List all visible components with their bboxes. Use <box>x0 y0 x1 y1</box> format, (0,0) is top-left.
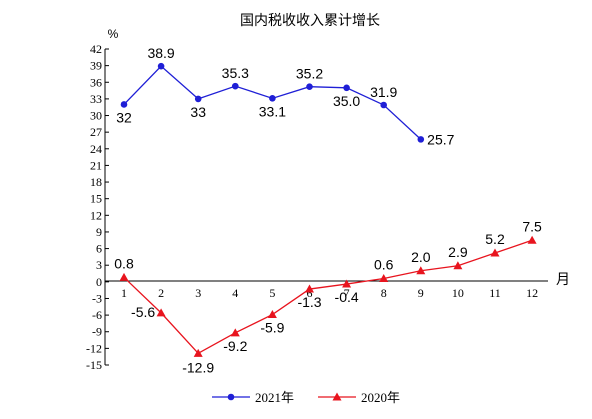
data-point-2021 <box>343 84 350 92</box>
y-tick-label: 6 <box>96 242 102 256</box>
data-point-2020 <box>453 261 463 270</box>
data-point-2021 <box>120 101 128 108</box>
legend-label-2021: 2021年 <box>255 390 294 405</box>
x-tick-label: 5 <box>269 286 275 300</box>
y-tick-label: -15 <box>86 358 102 372</box>
x-tick-label: 4 <box>232 286 238 300</box>
data-point-2020 <box>490 248 500 257</box>
chart-title: 国内税收收入累计增长 <box>240 13 380 29</box>
data-point-2020 <box>119 272 129 281</box>
y-tick-label: 24 <box>90 142 102 156</box>
y-tick-label: 39 <box>90 59 102 73</box>
x-tick-label: 11 <box>489 286 501 300</box>
data-point-2021 <box>380 101 388 109</box>
data-label-2020: 0.8 <box>114 255 134 271</box>
legend-label-2020: 2020年 <box>361 390 400 405</box>
data-point-2020 <box>342 279 352 288</box>
data-point-2020 <box>379 274 389 283</box>
y-tick-label: -6 <box>92 308 102 322</box>
data-label-2021: 25.7 <box>427 131 454 147</box>
data-label-2020: 2.9 <box>448 244 468 260</box>
y-tick-label: 0 <box>96 275 102 289</box>
x-axis-unit: 月 <box>556 272 570 288</box>
x-axis-ticks: 1 2 3 4 5 6 7 8 9 10 11 12 <box>121 286 538 300</box>
data-label-2020: -5.9 <box>260 320 284 336</box>
y-tick-label: -12 <box>86 341 102 355</box>
data-point-2020 <box>156 308 166 317</box>
data-point-2021 <box>232 82 239 90</box>
data-label-2020: 2.0 <box>411 249 431 265</box>
data-label-2020: 7.5 <box>522 218 542 234</box>
series-layer: 3238.93335.333.135.235.031.925.70.8-5.6-… <box>114 45 542 375</box>
y-tick-label: 9 <box>96 225 102 239</box>
legend-marker-2020 <box>332 392 342 401</box>
data-point-2021 <box>269 95 276 102</box>
data-label-2021: 33.1 <box>259 103 286 119</box>
data-point-2021 <box>157 62 165 70</box>
data-label-2021: 35.0 <box>333 93 360 109</box>
data-point-2020 <box>416 266 426 275</box>
data-point-2021 <box>306 83 313 90</box>
data-point-2020 <box>305 284 314 293</box>
data-label-2021: 32 <box>116 109 132 125</box>
data-label-2021: 35.2 <box>296 66 323 82</box>
data-point-2020 <box>193 348 203 357</box>
y-tick-label: 33 <box>90 92 102 106</box>
data-label-2020: -9.2 <box>223 338 247 354</box>
data-label-2020: 0.6 <box>374 257 394 273</box>
data-label-2021: 38.9 <box>147 45 174 61</box>
y-tick-label: 30 <box>90 109 102 123</box>
data-label-2020: -12.9 <box>182 359 214 375</box>
data-label-2020: -1.3 <box>297 294 321 310</box>
data-point-2021 <box>194 95 202 103</box>
data-point-2021 <box>417 136 425 143</box>
data-label-2020: 5.2 <box>485 231 505 247</box>
y-tick-label: -9 <box>92 325 102 339</box>
data-label-2021: 31.9 <box>370 84 397 100</box>
y-tick-label: 18 <box>90 175 102 189</box>
x-tick-label: 1 <box>121 286 127 300</box>
y-tick-label: 15 <box>90 192 102 206</box>
x-tick-label: 2 <box>158 286 164 300</box>
y-tick-label: 12 <box>90 208 102 222</box>
data-point-2020 <box>230 328 240 337</box>
x-tick-label: 6 <box>307 286 313 300</box>
x-tick-label: 9 <box>418 286 424 300</box>
data-label-2020: -0.4 <box>335 289 359 305</box>
data-label-2021: 33 <box>190 104 206 120</box>
data-point-2020 <box>527 235 537 244</box>
y-tick-label: 21 <box>90 158 102 172</box>
x-tick-label: 12 <box>526 286 538 300</box>
y-tick-label: 27 <box>90 125 102 139</box>
x-tick-label: 10 <box>452 286 464 300</box>
y-tick-label: 3 <box>96 258 102 272</box>
y-axis-unit: % <box>108 27 119 41</box>
y-tick-label: 42 <box>90 42 102 56</box>
series-line-2020 <box>123 239 533 355</box>
x-tick-label: 7 <box>344 286 350 300</box>
legend: 2021年 2020年 <box>212 390 400 405</box>
x-tick-label: 8 <box>381 286 387 300</box>
legend-marker-2021 <box>227 393 235 401</box>
y-tick-label: 36 <box>90 75 102 89</box>
y-tick-label: -3 <box>92 291 102 305</box>
x-tick-label: 3 <box>195 286 201 300</box>
data-label-2020: -5.6 <box>131 304 155 320</box>
data-label-2021: 35.3 <box>222 65 249 81</box>
data-point-2020 <box>267 310 277 319</box>
